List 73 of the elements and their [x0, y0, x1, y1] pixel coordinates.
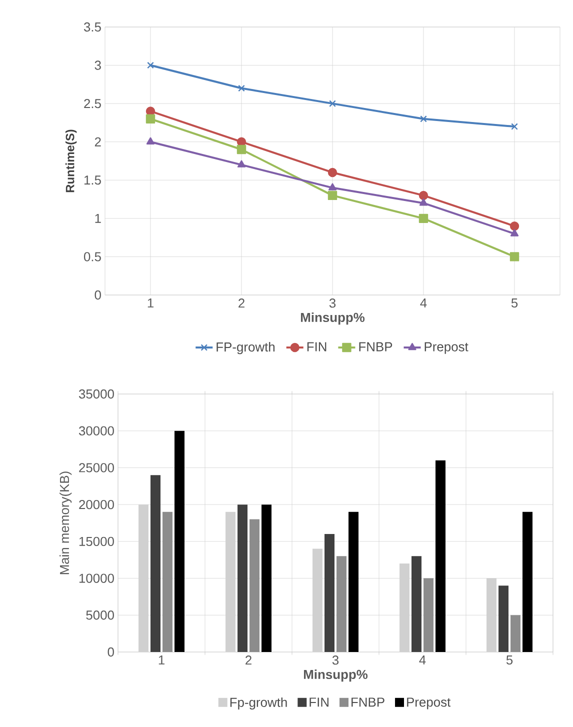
y-tick-label: 5000: [86, 610, 114, 620]
y-tick-label: 10000: [79, 574, 114, 583]
legend-label: FNBP: [359, 342, 392, 352]
x-tick-label: 3: [332, 656, 339, 665]
bar: [510, 615, 520, 652]
bar: [150, 475, 160, 652]
point: [511, 123, 518, 130]
y-tick-label: 2: [94, 137, 101, 146]
point: [237, 160, 246, 168]
bar: [412, 556, 422, 652]
y-axis-title: Main memory(KB): [60, 472, 72, 574]
point: [420, 115, 427, 122]
y-tick-label: 30000: [78, 426, 114, 436]
point: [328, 190, 338, 200]
x-tick-label: 1: [148, 298, 154, 308]
x-axis-title: Minsupp%: [300, 312, 365, 325]
x-tick-label: 2: [246, 656, 252, 665]
y-tick-label: 1.5: [84, 176, 101, 185]
x-axis-title: Minsupp%: [304, 670, 368, 682]
legend-label: FP-growth: [216, 342, 275, 354]
y-tick-label: 25000: [79, 463, 114, 472]
point: [418, 214, 428, 224]
bar: [250, 519, 260, 652]
point: [510, 252, 520, 262]
y-axis-title: Runtime(S): [66, 130, 77, 192]
x-tick-label: 3: [329, 298, 336, 308]
point: [419, 198, 428, 206]
point: [236, 137, 246, 146]
legend-label: FNBP: [352, 698, 384, 707]
bar: [498, 586, 508, 652]
y-tick-label: 0: [108, 647, 114, 657]
point: [146, 114, 156, 124]
point: [510, 221, 520, 231]
bar: [238, 504, 248, 652]
point: [147, 62, 154, 69]
x-tick-label: 4: [420, 298, 427, 308]
point: [236, 144, 246, 154]
y-tick-label: 3: [94, 60, 101, 70]
y-tick-label: 20000: [79, 500, 114, 510]
x-tick-label: 4: [419, 656, 426, 664]
y-tick-label: 3.5: [84, 22, 101, 32]
legend-label: Prepost: [424, 342, 468, 354]
point: [329, 100, 336, 107]
x-tick-label: 2: [238, 298, 244, 308]
y-tick-label: 0.5: [84, 252, 101, 262]
legend-label: FIN: [310, 698, 328, 707]
x-tick-label: 1: [158, 656, 164, 664]
bar: [162, 512, 172, 652]
bar: [424, 578, 434, 652]
legend-label: FIN: [307, 342, 326, 352]
bar: [348, 512, 358, 652]
point: [328, 168, 338, 178]
x-tick-label: 5: [511, 298, 518, 308]
point: [510, 229, 519, 236]
legend-label: Fp-growth: [230, 697, 287, 710]
point: [146, 137, 155, 144]
y-tick-label: 35000: [78, 389, 114, 399]
bar: [522, 512, 532, 652]
bar: [336, 556, 346, 652]
legend-label: Prepost: [407, 698, 451, 710]
y-tick-label: 15000: [79, 536, 114, 546]
point: [328, 183, 337, 190]
x-tick-label: 5: [506, 656, 513, 665]
y-tick-label: 2.5: [84, 98, 101, 108]
bar: [436, 460, 446, 652]
y-tick-label: 0: [94, 290, 101, 300]
bar: [262, 504, 272, 652]
point: [238, 84, 245, 92]
bar: [174, 430, 184, 652]
point: [146, 106, 156, 116]
point: [418, 190, 428, 200]
y-tick-label: 1: [95, 214, 101, 223]
bar: [324, 534, 334, 652]
